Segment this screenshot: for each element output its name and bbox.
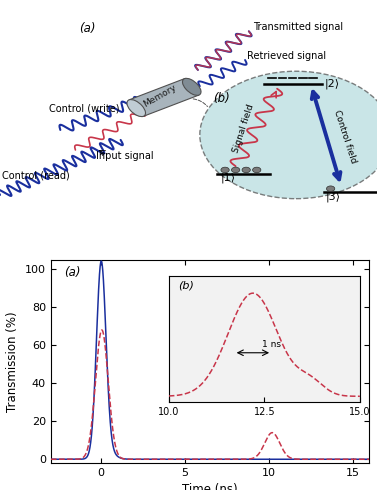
Text: Control field: Control field bbox=[332, 108, 358, 164]
Text: |3⟩: |3⟩ bbox=[326, 192, 341, 202]
X-axis label: Time (ns): Time (ns) bbox=[182, 484, 238, 490]
Y-axis label: Transmission (%): Transmission (%) bbox=[6, 311, 20, 412]
Text: Transmitted signal: Transmitted signal bbox=[253, 22, 343, 32]
Text: (b): (b) bbox=[213, 93, 230, 105]
Text: Signal field: Signal field bbox=[231, 103, 255, 154]
Circle shape bbox=[326, 186, 335, 192]
Circle shape bbox=[231, 167, 240, 172]
Polygon shape bbox=[129, 78, 199, 116]
Circle shape bbox=[221, 167, 229, 172]
Circle shape bbox=[200, 71, 377, 198]
Ellipse shape bbox=[182, 78, 201, 96]
Text: (a): (a) bbox=[64, 266, 80, 279]
Text: Control (read): Control (read) bbox=[2, 171, 70, 181]
Circle shape bbox=[242, 167, 250, 172]
Text: Retrieved signal: Retrieved signal bbox=[247, 51, 326, 61]
Text: Control (write): Control (write) bbox=[49, 103, 120, 113]
Text: |1⟩: |1⟩ bbox=[221, 172, 236, 183]
Ellipse shape bbox=[127, 99, 146, 117]
Circle shape bbox=[253, 167, 261, 172]
Text: (a): (a) bbox=[79, 23, 96, 35]
Text: Input signal: Input signal bbox=[96, 151, 154, 161]
Text: |2⟩: |2⟩ bbox=[325, 78, 340, 89]
Text: Memory: Memory bbox=[142, 82, 178, 109]
